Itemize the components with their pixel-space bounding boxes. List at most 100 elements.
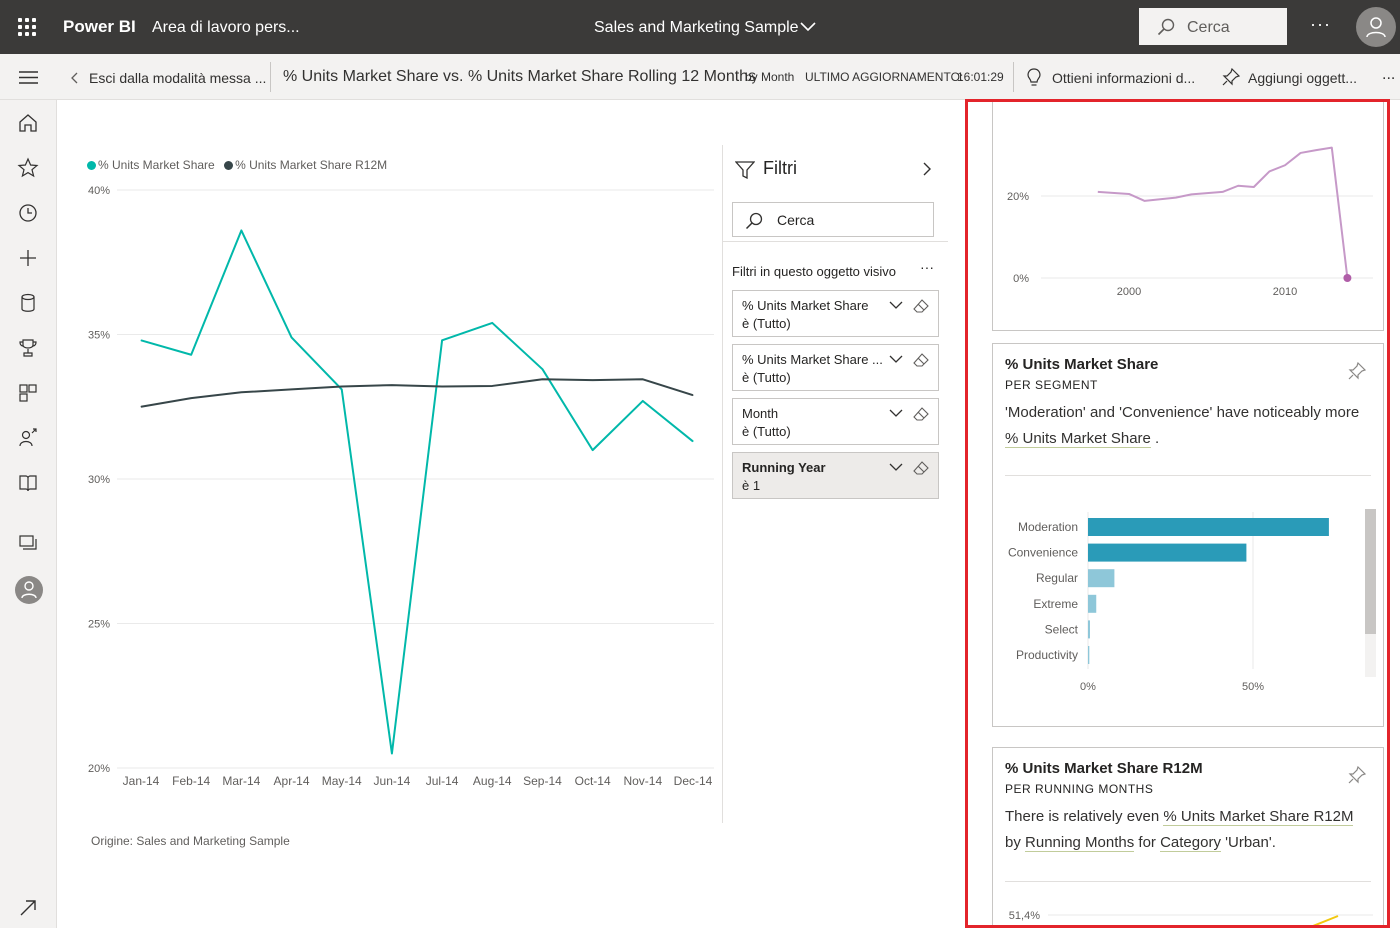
pin-icon[interactable] — [1348, 362, 1366, 380]
chevron-down-icon[interactable] — [889, 355, 903, 364]
filters-section-more-button[interactable]: ··· — [920, 259, 934, 275]
command-bar: Esci dalla modalità messa ... % Units Ma… — [0, 54, 1400, 100]
chevron-down-icon[interactable] — [889, 409, 903, 418]
data-point — [391, 753, 393, 755]
star-icon[interactable] — [17, 157, 39, 179]
insight-card-trend[interactable]: 20% 0% 2000 2010 — [992, 102, 1384, 331]
insight-card-running-months[interactable]: % Units Market Share R12M PER RUNNING MO… — [992, 747, 1384, 925]
clock-icon[interactable] — [17, 202, 39, 224]
chevron-right-icon[interactable] — [923, 162, 932, 176]
series-line — [1097, 146, 1349, 279]
insight-running-months-chart: 51,4% — [1009, 910, 1373, 925]
legend-label: % Units Market Share — [98, 158, 215, 172]
filter-value: è (Tutto) — [742, 316, 791, 331]
insight-card-segment[interactable]: % Units Market Share PER SEGMENT 'Modera… — [992, 343, 1384, 727]
y-tick-label: 40% — [88, 185, 110, 197]
insight-subtitle: PER RUNNING MONTHS — [1005, 782, 1154, 796]
search-placeholder: Cerca — [1187, 19, 1230, 36]
filters-search-input[interactable]: Cerca — [732, 202, 934, 237]
bar — [1088, 620, 1090, 639]
filter-card[interactable]: % Units Market Share ... è (Tutto) — [732, 344, 939, 391]
x-tick-label: Sep-14 — [523, 774, 562, 788]
legend-dot-icon — [87, 161, 96, 170]
chevron-down-icon[interactable] — [800, 22, 816, 32]
home-icon[interactable] — [17, 112, 39, 134]
series-line — [140, 378, 694, 408]
workspaces-icon[interactable] — [17, 532, 39, 554]
data-point — [341, 388, 343, 390]
x-tick-label: Jan-14 — [123, 774, 160, 788]
filter-card[interactable]: % Units Market Share è (Tutto) — [732, 290, 939, 337]
x-tick-label: Feb-14 — [172, 774, 210, 788]
plus-icon[interactable] — [17, 247, 39, 269]
eraser-icon[interactable] — [913, 299, 929, 313]
insight-text: 'Moderation' and 'Convenience' have noti… — [1005, 400, 1365, 452]
x-tick-label: Aug-14 — [473, 774, 512, 788]
filter-card[interactable]: Running Year è 1 — [732, 452, 939, 499]
x-tick-label: Nov-14 — [623, 774, 662, 788]
filter-name: % Units Market Share — [742, 298, 869, 313]
book-icon[interactable] — [17, 472, 39, 494]
divider — [1005, 881, 1371, 882]
profile-avatar[interactable] — [15, 576, 43, 604]
trophy-icon[interactable] — [17, 337, 39, 359]
legend-dot-icon — [224, 161, 234, 170]
eraser-icon[interactable] — [913, 407, 929, 421]
insight-text-part: for — [1134, 834, 1161, 851]
insight-text-field: Category — [1160, 834, 1221, 852]
data-point — [692, 440, 694, 442]
insight-text: There is relatively even % Units Market … — [1005, 804, 1365, 856]
divider — [270, 62, 271, 92]
eraser-icon[interactable] — [913, 461, 929, 475]
visual-title: % Units Market Share vs. % Units Market … — [283, 68, 757, 85]
category-label: Productivity — [1016, 648, 1078, 662]
eraser-icon[interactable] — [913, 353, 929, 367]
chevron-down-icon[interactable] — [889, 463, 903, 472]
data-point — [341, 386, 343, 388]
y-tick-label: 25% — [88, 619, 110, 631]
avatar[interactable] — [1356, 7, 1396, 47]
insight-text-part: There is relatively even — [1005, 808, 1164, 825]
insight-trend-chart: 20% 0% 2000 2010 — [1007, 146, 1373, 298]
insight-subtitle: PER SEGMENT — [1005, 378, 1098, 392]
lightbulb-icon — [1027, 68, 1041, 86]
chevron-down-icon[interactable] — [889, 301, 903, 310]
brand-name[interactable]: Power BI — [63, 17, 136, 36]
more-options-button[interactable]: ··· — [1310, 14, 1331, 34]
x-tick-label: Apr-14 — [274, 774, 310, 788]
insight-text-part: 'Urban'. — [1220, 834, 1276, 851]
database-icon[interactable] — [17, 292, 39, 314]
line-chart-plot[interactable]: 40% 35% 30% 25% 20% Jan-14 Feb-14 Mar-14 Apr-14 M… — [57, 100, 722, 820]
search-icon — [745, 212, 763, 230]
scrollbar-thumb — [1365, 509, 1376, 634]
data-point — [441, 386, 443, 388]
workspace-name[interactable]: Area di lavoro pers... — [152, 19, 300, 36]
insight-text-part: 'Moderation' and 'Convenience' have noti… — [1005, 404, 1360, 421]
data-point — [642, 400, 644, 402]
app-launcher-icon[interactable] — [18, 18, 36, 36]
series-line — [1312, 915, 1339, 925]
legend-item[interactable]: % Units Market Share — [87, 158, 215, 172]
shared-with-me-icon[interactable] — [17, 427, 39, 449]
data-point — [541, 368, 543, 370]
apps-icon[interactable] — [17, 382, 39, 404]
legend-item[interactable]: % Units Market Share R12M — [224, 158, 387, 172]
divider — [1005, 475, 1371, 476]
bar — [1088, 518, 1329, 536]
y-tick-label: 51,4% — [1009, 910, 1040, 922]
report-title[interactable]: Sales and Marketing Sample — [594, 19, 799, 36]
more-commands-button[interactable]: ... — [1382, 66, 1396, 83]
x-tick-label: 50% — [1242, 681, 1264, 693]
filter-card[interactable]: Month è (Tutto) — [732, 398, 939, 445]
pin-visual-label: Aggiungi oggett... — [1248, 70, 1357, 86]
exit-focus-mode-label: Esci dalla modalità messa ... — [89, 70, 267, 86]
pin-icon[interactable] — [1348, 766, 1366, 784]
data-point — [642, 378, 644, 380]
person-icon — [1366, 17, 1386, 38]
bar — [1088, 594, 1097, 613]
expand-arrow-icon[interactable] — [17, 897, 39, 919]
search-input[interactable]: Cerca — [1139, 8, 1287, 45]
data-point — [140, 406, 142, 408]
divider — [1013, 62, 1014, 92]
hamburger-menu-icon[interactable] — [19, 71, 38, 84]
